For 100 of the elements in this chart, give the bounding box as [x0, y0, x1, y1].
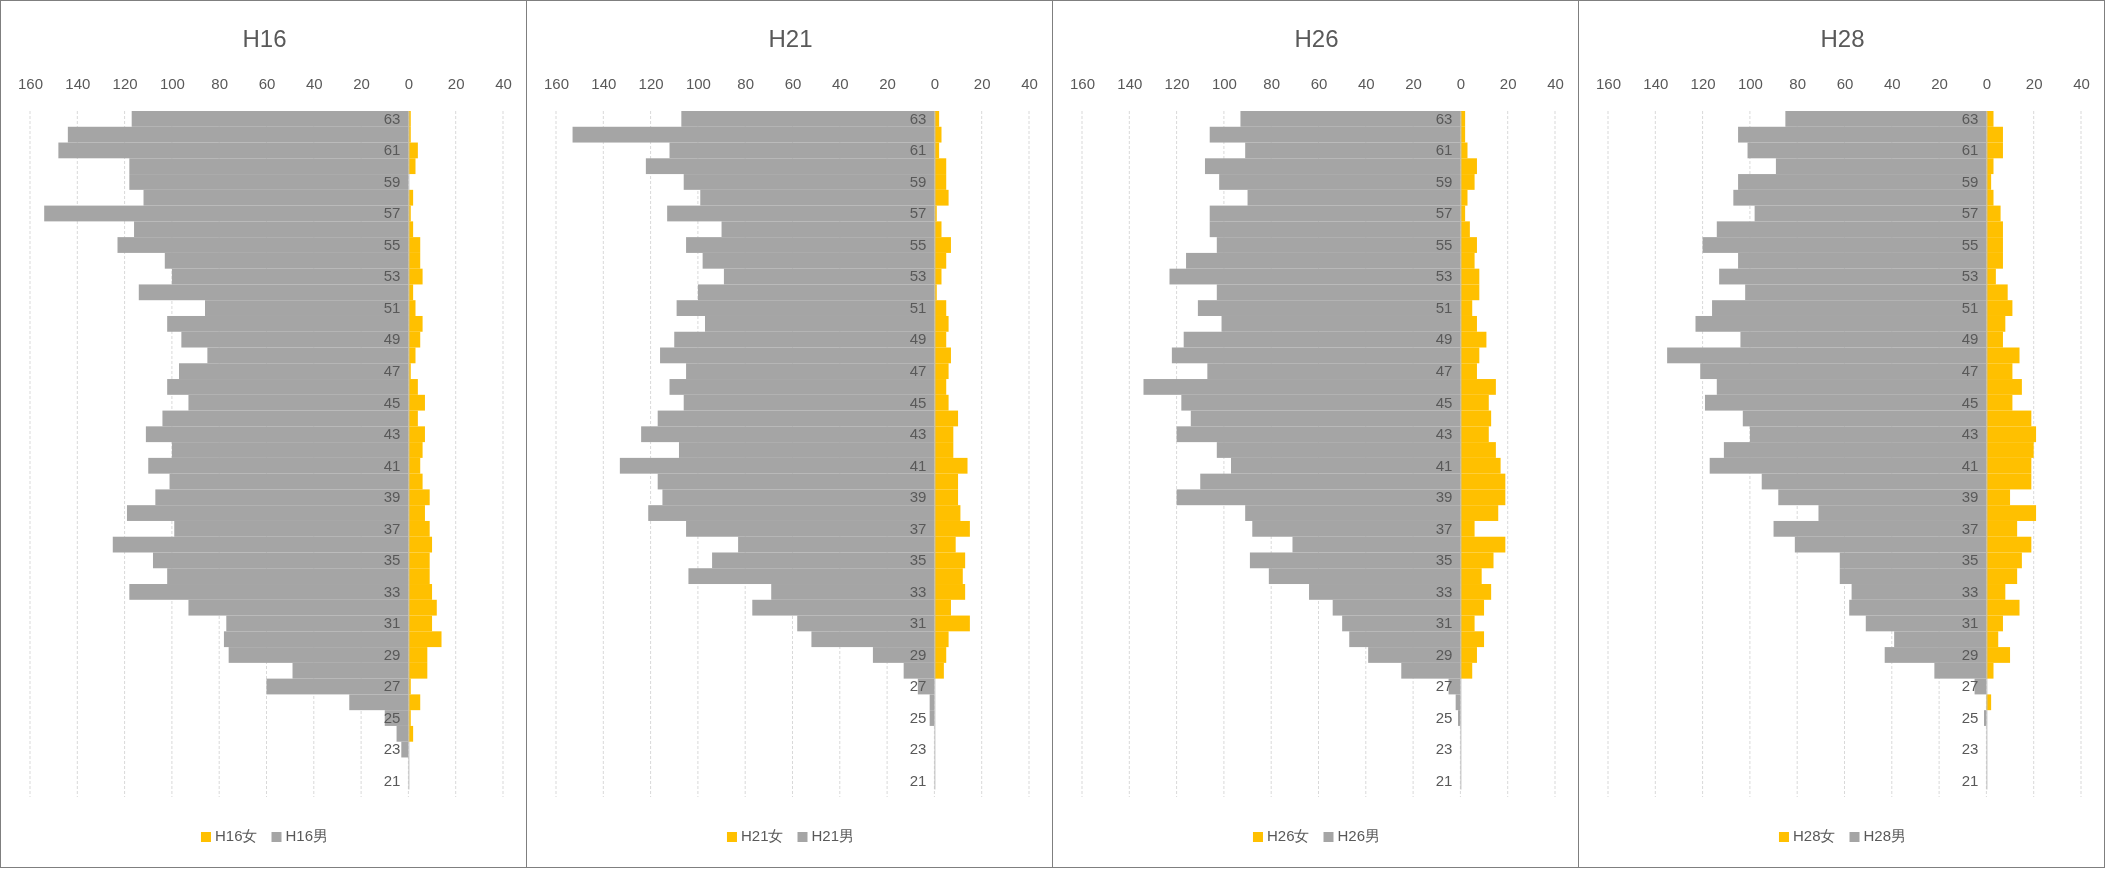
y-tick-label: 25: [1961, 708, 1979, 726]
x-tick-label: 160: [1595, 75, 1622, 92]
y-tick-label: 31: [1961, 614, 1979, 632]
x-tick-label: 80: [211, 75, 229, 92]
y-tick-label: 55: [383, 235, 401, 253]
y-tick-label: 43: [383, 425, 401, 443]
y-tick-label: 29: [1961, 645, 1979, 663]
y-tick-label: 55: [909, 235, 927, 253]
y-tick-label: 23: [383, 740, 401, 758]
y-tick-label: 35: [1435, 551, 1453, 569]
y-tick-label: 35: [909, 551, 927, 569]
x-tick-label: 140: [591, 75, 617, 92]
y-tick-label: 29: [383, 645, 401, 663]
x-tick-label: 20: [1499, 75, 1517, 92]
x-tick-label: 100: [1737, 75, 1763, 92]
x-tick-label: 120: [1164, 75, 1190, 92]
y-tick-label: 27: [909, 677, 927, 695]
y-tick-label: 39: [383, 488, 401, 506]
y-tick-label: 51: [383, 298, 401, 316]
x-tick-label: 60: [258, 75, 276, 92]
x-tick-label: 160: [543, 75, 570, 92]
x-tick-label: 20: [447, 75, 465, 92]
y-tick-label: 21: [383, 771, 401, 789]
y-tick-label: 55: [1961, 235, 1979, 253]
y-tick-label: 35: [383, 551, 401, 569]
x-tick-label: 40: [831, 75, 849, 92]
x-tick-label: 120: [112, 75, 138, 92]
legend-label: H21男: [811, 827, 855, 844]
y-tick-label: 61: [909, 141, 927, 159]
y-tick-label: 27: [1961, 677, 1979, 695]
y-tick-label: 29: [909, 645, 927, 663]
y-tick-label: 37: [1435, 519, 1453, 537]
x-tick-label: 100: [1211, 75, 1237, 92]
y-tick-label: 29: [1435, 645, 1453, 663]
y-tick-label: 39: [909, 488, 927, 506]
y-tick-label: 53: [1435, 267, 1453, 285]
y-tick-label: 57: [383, 204, 401, 222]
y-tick-label: 33: [1961, 582, 1979, 600]
y-tick-label: 49: [909, 330, 927, 348]
x-tick-label: 80: [1263, 75, 1281, 92]
x-tick-label: 0: [404, 75, 414, 92]
legend-label: H16男: [285, 827, 329, 844]
y-tick-label: 41: [909, 456, 927, 474]
y-tick-label: 25: [909, 708, 927, 726]
x-tick-label: 120: [638, 75, 664, 92]
legend-label: H28女: [1792, 827, 1836, 844]
y-tick-label: 63: [1435, 109, 1453, 127]
y-tick-label: 47: [383, 361, 401, 379]
y-tick-label: 61: [1961, 141, 1979, 159]
y-tick-label: 21: [909, 771, 927, 789]
y-tick-label: 59: [383, 172, 401, 190]
y-tick-label: 51: [909, 298, 927, 316]
y-tick-label: 41: [383, 456, 401, 474]
y-tick-label: 47: [1961, 361, 1979, 379]
x-tick-label: 160: [17, 75, 44, 92]
y-tick-label: 25: [1435, 708, 1453, 726]
y-tick-label: 37: [909, 519, 927, 537]
y-tick-label: 57: [1435, 204, 1453, 222]
y-tick-label: 39: [1961, 488, 1979, 506]
x-tick-label: 60: [1836, 75, 1854, 92]
legend-label: H26男: [1337, 827, 1381, 844]
y-tick-label: 35: [1961, 551, 1979, 569]
x-tick-label: 140: [65, 75, 91, 92]
y-tick-label: 23: [1435, 740, 1453, 758]
x-tick-label: 60: [784, 75, 802, 92]
y-tick-label: 45: [1961, 393, 1979, 411]
x-tick-label: 20: [1405, 75, 1422, 92]
legend-label: H28男: [1863, 827, 1907, 844]
y-tick-label: 33: [909, 582, 927, 600]
legend-label: H26女: [1266, 827, 1310, 844]
y-tick-label: 57: [909, 204, 927, 222]
y-tick-label: 37: [383, 519, 401, 537]
y-tick-label: 59: [1435, 172, 1453, 190]
x-tick-label: 20: [879, 75, 896, 92]
legend-label: H16女: [214, 827, 258, 844]
y-tick-label: 23: [1961, 740, 1979, 758]
x-tick-label: 100: [685, 75, 711, 92]
y-tick-label: 43: [909, 425, 927, 443]
legend-label: H21女: [740, 827, 784, 844]
y-tick-label: 51: [1961, 298, 1979, 316]
x-tick-label: 140: [1117, 75, 1143, 92]
y-tick-label: 31: [1435, 614, 1453, 632]
y-tick-label: 49: [1435, 330, 1453, 348]
y-tick-label: 45: [383, 393, 401, 411]
y-tick-label: 63: [1961, 109, 1979, 127]
chart-title: H21: [768, 25, 813, 52]
y-tick-label: 31: [909, 614, 927, 632]
y-tick-label: 31: [383, 614, 401, 632]
x-tick-label: 80: [737, 75, 755, 92]
x-tick-label: 40: [1547, 75, 1564, 92]
y-tick-label: 21: [1435, 771, 1453, 789]
x-tick-label: 20: [353, 75, 370, 92]
x-tick-label: 120: [1690, 75, 1716, 92]
x-tick-label: 100: [159, 75, 185, 92]
y-tick-label: 23: [909, 740, 927, 758]
y-tick-label: 45: [1435, 393, 1453, 411]
x-tick-label: 40: [495, 75, 512, 92]
y-tick-label: 47: [909, 361, 927, 379]
y-tick-label: 55: [1435, 235, 1453, 253]
y-tick-label: 63: [909, 109, 927, 127]
